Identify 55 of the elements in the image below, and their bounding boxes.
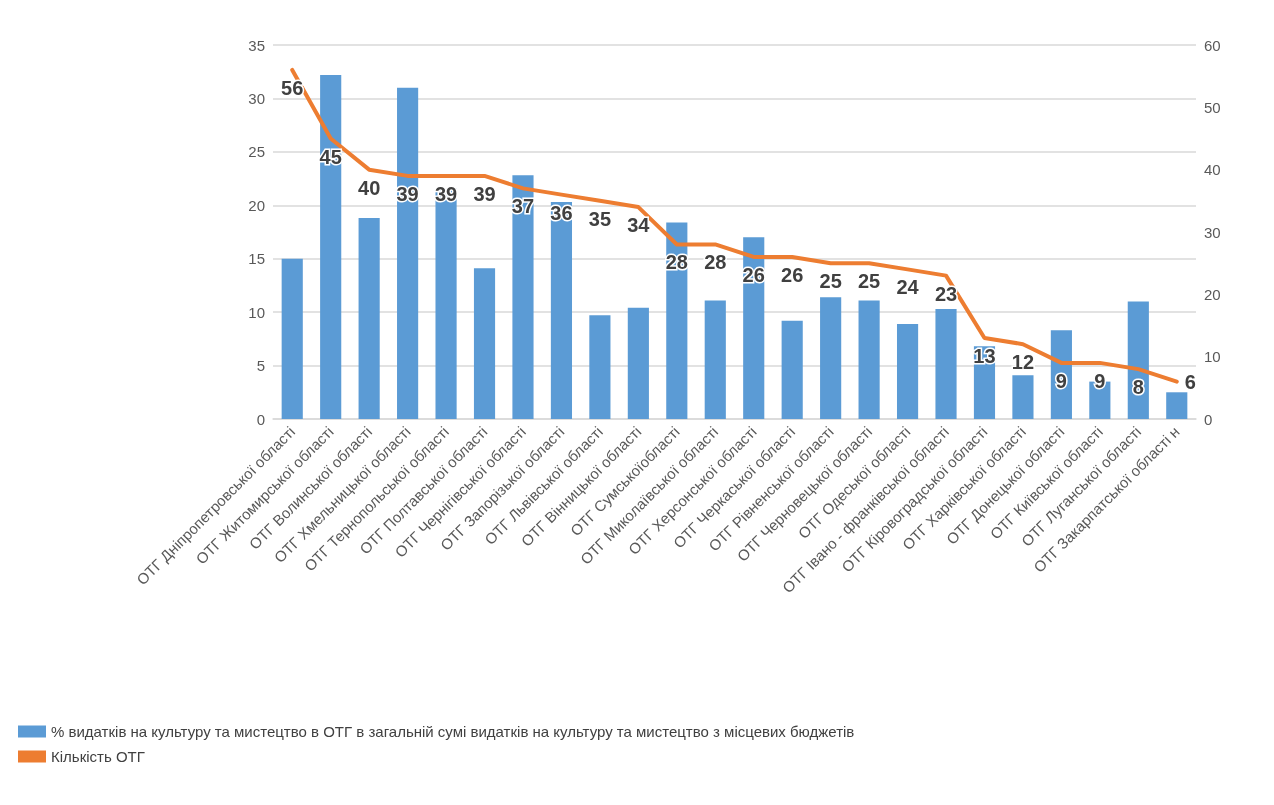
y2-tick-label: 30 — [1204, 223, 1221, 241]
data-label: 13 — [973, 344, 996, 367]
bar — [858, 300, 880, 419]
data-label: 40 — [358, 176, 381, 199]
y-tick-label: 20 — [248, 196, 265, 214]
y2-tick-label: 60 — [1204, 36, 1221, 54]
data-label: 36 — [550, 201, 573, 224]
y-tick-label: 0 — [256, 410, 265, 428]
data-label: 28 — [704, 251, 727, 274]
bar — [320, 74, 342, 419]
data-label: 34 — [627, 214, 651, 237]
bar — [550, 202, 573, 419]
data-label: 23 — [934, 282, 958, 305]
data-label: 25 — [857, 270, 881, 293]
y2-tick-label: 0 — [1204, 410, 1213, 428]
bar — [820, 297, 842, 419]
data-label: 24 — [896, 276, 920, 299]
bar — [781, 320, 803, 419]
y-tick-label: 15 — [248, 250, 265, 268]
data-label: 6 — [1184, 370, 1196, 393]
data-label: 26 — [742, 263, 765, 286]
data-label: 25 — [819, 270, 842, 293]
bar — [473, 268, 496, 419]
y-tick-label: 5 — [256, 357, 265, 375]
y-tick-label: 25 — [248, 143, 265, 161]
y2-tick-label: 10 — [1204, 348, 1221, 366]
legend-label: % видатків на культуру та мистецтво в ОТГ в загальній сумі видатків на культуру та мистецтво з місцевих бюджетів — [51, 723, 855, 740]
bar — [896, 323, 919, 419]
bar — [512, 175, 534, 419]
bar — [704, 300, 726, 419]
data-label: 56 — [281, 76, 304, 99]
bar — [1012, 375, 1034, 419]
bar — [935, 308, 957, 419]
bar — [589, 315, 611, 419]
y-tick-label: 10 — [248, 303, 265, 321]
bar — [627, 307, 649, 419]
y2-tick-label: 40 — [1204, 161, 1221, 179]
data-label: 26 — [781, 263, 804, 286]
bar — [1166, 392, 1188, 419]
data-label: 12 — [1011, 351, 1035, 374]
data-label: 9 — [1055, 369, 1067, 392]
bar — [358, 218, 380, 419]
bar — [397, 87, 419, 419]
data-label: 39 — [473, 182, 496, 205]
data-label: 35 — [588, 207, 612, 230]
y2-tick-label: 20 — [1204, 285, 1221, 303]
data-label: 37 — [511, 195, 535, 218]
legend-label: Кількість ОТГ — [51, 748, 145, 765]
y-tick-label: 35 — [248, 36, 265, 54]
y2-tick-label: 50 — [1204, 98, 1221, 116]
data-label: 39 — [434, 182, 458, 205]
data-label: 39 — [396, 182, 419, 205]
y-tick-label: 30 — [248, 89, 265, 107]
bar — [281, 258, 303, 419]
data-label: 8 — [1132, 376, 1144, 399]
